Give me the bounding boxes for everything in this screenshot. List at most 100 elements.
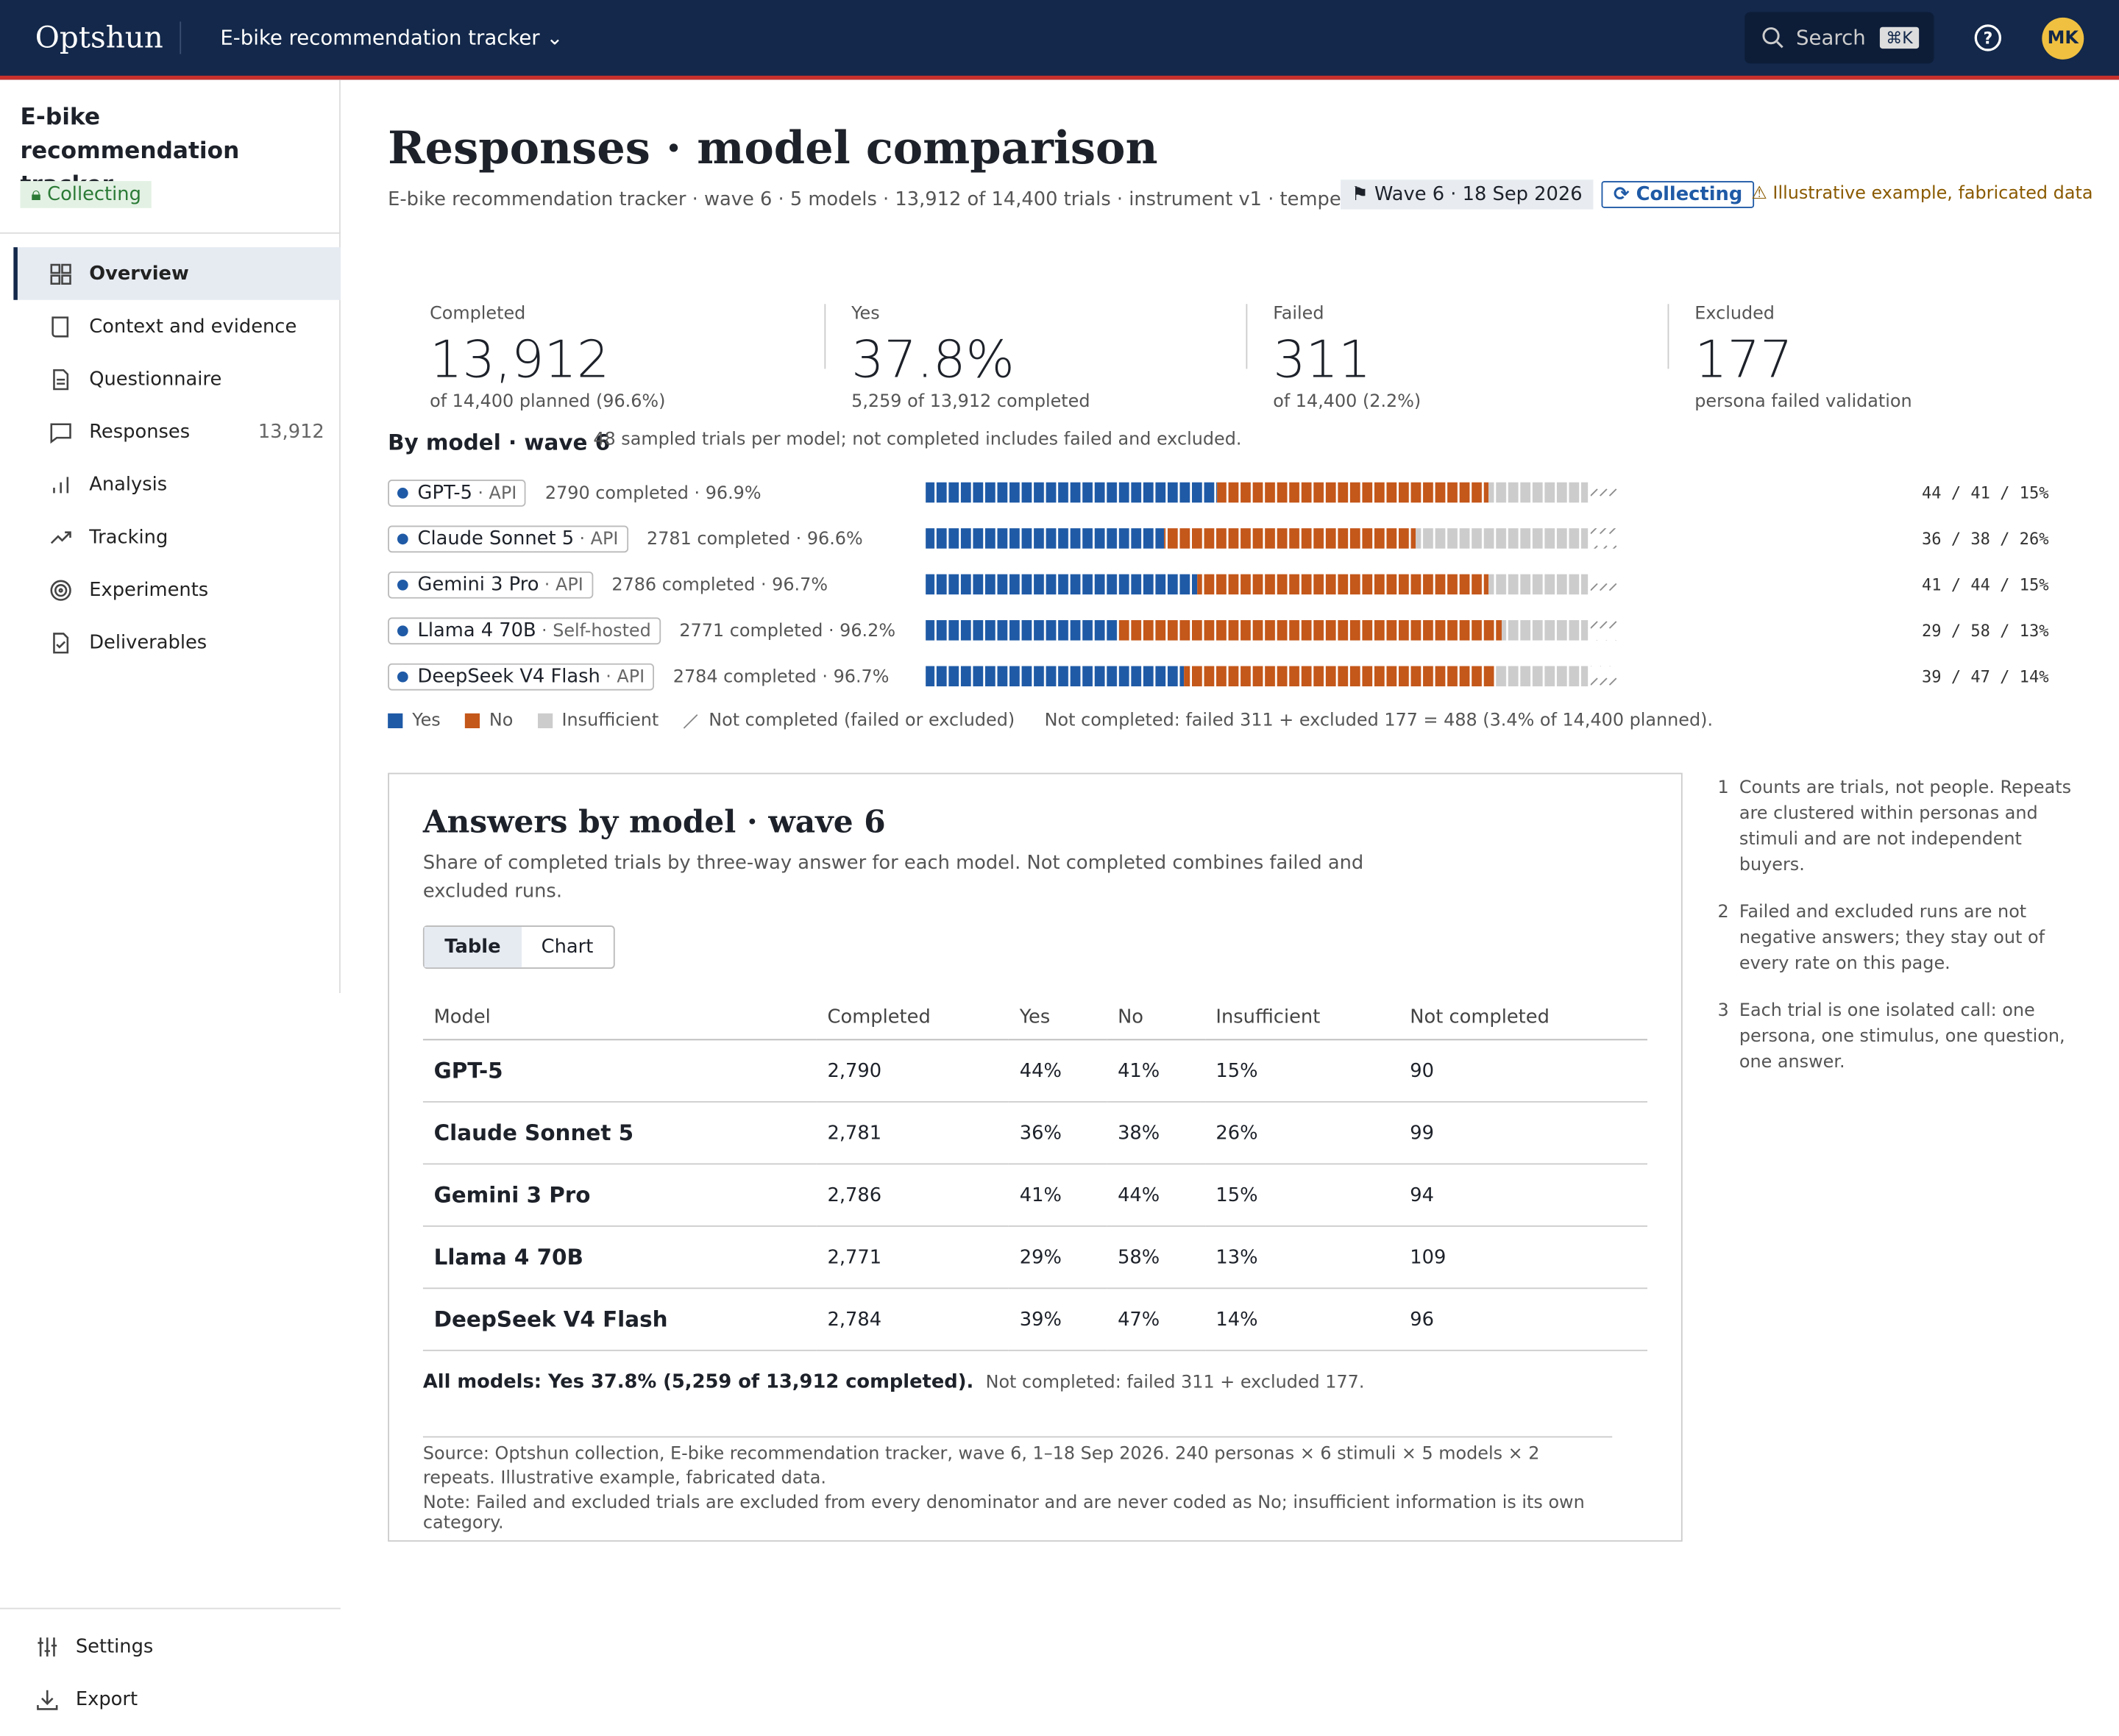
model-kind: · API (544, 575, 583, 597)
cell: 109 (1399, 1225, 1647, 1289)
footnote: 1 Counts are trials, not people. Repeats … (1717, 775, 2071, 878)
not-completed (1590, 574, 1618, 595)
cell: 2,790 (816, 1039, 1009, 1103)
value-label: 41 / 44 / 15% (1922, 577, 2048, 595)
completed-label: 2790 completed · 96.9% (544, 483, 762, 504)
kpi-label: Failed (1273, 304, 1324, 324)
tab[interactable]: Table (424, 927, 522, 968)
nav-icon (50, 422, 71, 444)
nav-item[interactable]: Tracking (13, 511, 340, 563)
brand[interactable]: Optshun (35, 21, 163, 56)
nav-item[interactable]: Export (0, 1673, 341, 1726)
search[interactable]: Search ⌘K (1744, 12, 1934, 64)
dot (397, 671, 408, 683)
nav-label: Analysis (89, 473, 168, 496)
project-switcher[interactable]: E-bike recommendation tracker ⌄ (220, 25, 564, 50)
legend-label: Not completed (failed or excluded) (709, 711, 1015, 731)
footnote: 2 Failed and excluded runs are not negati… (1717, 900, 2071, 977)
nav-icon (53, 369, 69, 390)
summary-line: All models: Yes 37.8% (5,259 of 13,912 c… (423, 1371, 1365, 1392)
column-header: Model (422, 1006, 817, 1041)
cell: 2,786 (816, 1164, 1009, 1227)
table-description: Share of completed trials by three-way a… (422, 852, 1364, 903)
segment (926, 482, 1218, 503)
avatar[interactable]: MK (2042, 17, 2084, 60)
cell: 26% (1204, 1101, 1399, 1165)
cell: 15% (1204, 1039, 1399, 1103)
sidebar: E-bike recommendation tracker 🔒︎ Collect… (0, 79, 341, 1736)
cell: 36% (1009, 1101, 1107, 1165)
nav-item[interactable]: Context and evidence (13, 300, 340, 353)
kpi-label: Yes (851, 304, 880, 324)
kpi-value: 13,912 (430, 330, 610, 389)
segment (1495, 666, 1589, 687)
model-kind: · API (478, 483, 517, 505)
project-name: E-bike recommendation tracker (220, 25, 540, 50)
nav-item[interactable]: Analysis (13, 458, 340, 511)
cell: 2,781 (816, 1101, 1009, 1165)
kpi: Yes 37.8% 5,259 of 13,912 completed (824, 304, 1229, 412)
tab[interactable]: Chart (541, 936, 594, 958)
nav-label: Deliverables (89, 631, 207, 654)
model-pill: Gemini 3 Pro · API (388, 571, 593, 599)
divider (824, 304, 826, 369)
nav-item[interactable]: Settings (0, 1620, 341, 1673)
cell: Llama 4 70B (422, 1225, 817, 1289)
nav-item[interactable]: Responses 13,912 (13, 405, 340, 458)
wave: Wave 6 · 18 Sep 2026 (1374, 183, 1583, 206)
table-note: Note: Failed and excluded trials are exc… (422, 1493, 1585, 1534)
legend-swatch (537, 713, 553, 729)
cell: 2,784 (816, 1288, 1009, 1351)
cell: 41% (1009, 1164, 1107, 1227)
footnotes: 1 Counts are trials, not people. Repeats … (1717, 775, 2071, 1097)
legend-label: No (489, 711, 514, 731)
model-row: Gemini 3 Pro · API 2786 completed · 96.7% (388, 567, 828, 602)
not-completed (1590, 620, 1618, 641)
cell: 96 (1399, 1288, 1647, 1351)
nav-icon (50, 263, 71, 285)
nav-item[interactable]: Questionnaire (13, 352, 340, 405)
segment (926, 528, 1165, 549)
completed-label: 2784 completed · 96.7% (672, 666, 890, 687)
subtitle: E-bike recommendation tracker · wave 6 ·… (388, 189, 1435, 211)
nav-item[interactable]: Experiments (13, 563, 340, 616)
kpi-label: Completed (430, 304, 526, 324)
table-card: Answers by model · wave 6 Share of compl… (388, 772, 1683, 1542)
nav-icon (50, 579, 71, 600)
dot (397, 488, 408, 499)
chart-title: By model · wave 6 (388, 430, 611, 455)
divider (1246, 304, 1248, 369)
legend-label: Insufficient (561, 711, 659, 731)
model-kind: · Self-hosted (542, 621, 651, 642)
kpi: Completed 13,912 of 14,400 planned (96.6%) (430, 304, 808, 412)
nav-label: Overview (89, 263, 189, 285)
nav-item[interactable]: Overview (13, 247, 341, 300)
table: Model Completed Yes No Insufficient Not compl… (422, 1006, 1647, 1351)
dot (397, 533, 408, 545)
nav-label: Experiments (89, 579, 209, 601)
nav-icon (53, 632, 69, 653)
segment (1502, 620, 1589, 641)
search-icon (1762, 27, 1783, 49)
cell: Claude Sonnet 5 (422, 1101, 817, 1165)
dot (397, 625, 408, 637)
segment (926, 574, 1198, 595)
column-header: Completed (816, 1006, 1009, 1041)
completed-label: 2781 completed · 96.6% (647, 529, 863, 549)
help-icon[interactable]: ? (1973, 23, 2003, 52)
cell: 41% (1107, 1039, 1205, 1103)
model-name: DeepSeek V4 Flash (417, 666, 600, 688)
segment (1217, 482, 1489, 503)
nav-item[interactable]: Deliverables (13, 616, 340, 669)
segment (926, 666, 1185, 687)
model-row: Claude Sonnet 5 · API 2781 completed · 96.… (388, 522, 863, 557)
cell: 99 (1399, 1101, 1647, 1165)
status: Collecting (47, 183, 141, 206)
cell: 44% (1107, 1164, 1205, 1227)
wave-badge: ⚑ Wave 6 · 18 Sep 2026 (1341, 179, 1594, 210)
model-kind: · API (579, 530, 619, 550)
kpi-note: of 14,400 (2.2%) (1273, 391, 1421, 413)
nav-icon (53, 476, 69, 493)
cell: GPT-5 (422, 1039, 817, 1103)
